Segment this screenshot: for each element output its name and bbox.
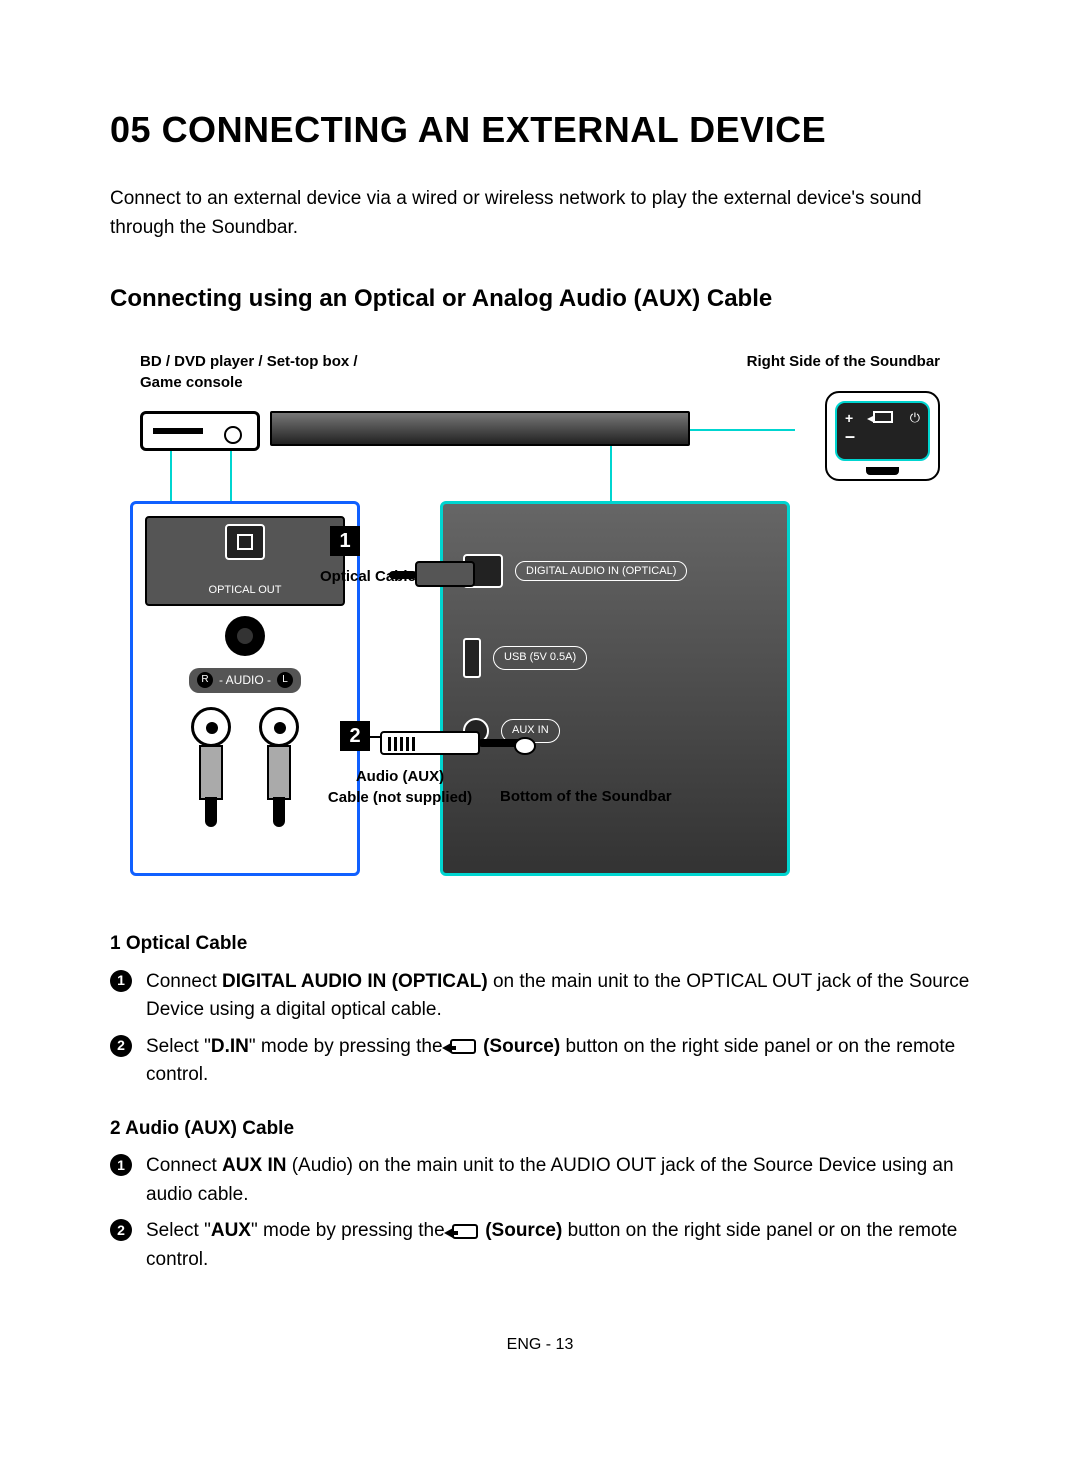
text: Select " — [146, 1036, 211, 1057]
audio-l-jack — [259, 707, 299, 827]
text: Connect — [146, 971, 222, 992]
callout-line — [610, 446, 612, 501]
text-bold: AUX — [211, 1220, 251, 1241]
optical-cable-label: Optical Cable — [320, 566, 416, 587]
audio-rl-label: R - AUDIO - L — [189, 668, 301, 693]
source-icon — [450, 1039, 476, 1054]
optical-out-label: OPTICAL OUT — [209, 583, 282, 598]
text: Connect — [146, 1155, 222, 1176]
optical-out-port: OPTICAL OUT — [145, 516, 345, 606]
text-bold: (Source) — [480, 1220, 562, 1241]
soundbar-icon — [270, 411, 690, 446]
audio-r-dot: R — [197, 672, 213, 688]
optical-heading: 1 Optical Cable — [110, 931, 970, 958]
optical-step-1: 1 Connect DIGITAL AUDIO IN (OPTICAL) on … — [136, 968, 970, 1025]
chapter-number: 05 — [110, 109, 151, 150]
callout-line — [230, 451, 232, 506]
badge-1: 1 — [330, 526, 360, 556]
text-bold: AUX IN — [222, 1155, 286, 1176]
optical-instructions: 1 Optical Cable 1 Connect DIGITAL AUDIO … — [110, 931, 970, 1090]
aux-cable-connector — [380, 731, 480, 755]
aux-heading: 2 Audio (AUX) Cable — [110, 1116, 970, 1143]
aux-cable-label-2: Cable (not supplied) — [320, 787, 480, 808]
step-number-2: 2 — [110, 1219, 132, 1241]
connection-diagram: BD / DVD player / Set-top box / Game con… — [110, 351, 970, 891]
audio-l-dot: L — [277, 672, 293, 688]
usb-port — [463, 638, 481, 678]
aux-cable-label: Audio (AUX) Cable (not supplied) — [320, 766, 480, 808]
digital-audio-in-label: DIGITAL AUDIO IN (OPTICAL) — [515, 561, 687, 581]
source-icon — [452, 1224, 478, 1239]
optical-cable-connector — [415, 561, 475, 587]
aux-step-1: 1 Connect AUX IN (Audio) on the main uni… — [136, 1152, 970, 1209]
soundbar-side-panel: + – ⏻ — [825, 391, 940, 481]
optical-jack-icon — [225, 616, 265, 656]
bottom-label: Bottom of the Soundbar — [500, 786, 672, 807]
step-number-1: 1 — [110, 1154, 132, 1176]
badge-2: 2 — [340, 721, 370, 751]
source-device-icon — [140, 411, 260, 451]
label-source-device: BD / DVD player / Set-top box / Game con… — [140, 351, 380, 393]
text: Select " — [146, 1220, 211, 1241]
soundbar-bottom-ports: DIGITAL AUDIO IN (OPTICAL) USB (5V 0.5A)… — [440, 501, 790, 876]
power-icon: ⏻ — [910, 409, 920, 427]
chapter-title-text: CONNECTING AN EXTERNAL DEVICE — [162, 109, 827, 150]
intro-paragraph: Connect to an external device via a wire… — [110, 185, 970, 242]
step-number-1: 1 — [110, 970, 132, 992]
label-right-side: Right Side of the Soundbar — [747, 351, 940, 372]
text-bold: D.IN — [211, 1036, 249, 1057]
aux-cable-label-1: Audio (AUX) — [320, 766, 480, 787]
step-number-2: 2 — [110, 1035, 132, 1057]
audio-r-jack — [191, 707, 231, 827]
usb-label: USB (5V 0.5A) — [493, 646, 587, 669]
section-heading: Connecting using an Optical or Analog Au… — [110, 282, 970, 316]
audio-label-text: - AUDIO - — [219, 672, 271, 689]
text-bold: (Source) — [478, 1036, 560, 1057]
text: " mode by pressing the — [251, 1220, 450, 1241]
aux-step-2: 2 Select "AUX" mode by pressing the (Sou… — [136, 1217, 970, 1274]
aux-instructions: 2 Audio (AUX) Cable 1 Connect AUX IN (Au… — [110, 1116, 970, 1275]
source-icon — [873, 411, 893, 423]
callout-line — [170, 451, 172, 506]
optical-step-2: 2 Select "D.IN" mode by pressing the (So… — [136, 1033, 970, 1090]
text: " mode by pressing the — [249, 1036, 448, 1057]
source-device-ports: OPTICAL OUT R - AUDIO - L — [130, 501, 360, 876]
page-footer: ENG - 13 — [110, 1334, 970, 1356]
text-bold: DIGITAL AUDIO IN (OPTICAL) — [222, 971, 488, 992]
connector-line — [370, 736, 380, 738]
callout-line — [690, 429, 795, 431]
side-source-button — [869, 407, 897, 427]
chapter-title: 05 CONNECTING AN EXTERNAL DEVICE — [110, 105, 970, 155]
volume-minus-icon: – — [845, 431, 855, 441]
